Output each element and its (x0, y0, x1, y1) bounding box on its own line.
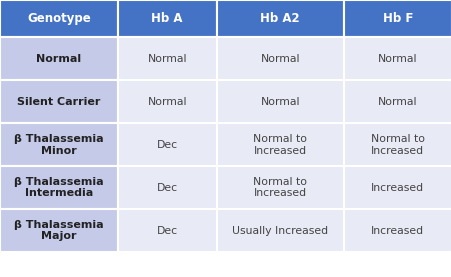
Text: Dec: Dec (156, 183, 177, 193)
FancyBboxPatch shape (0, 123, 117, 166)
FancyBboxPatch shape (117, 209, 216, 252)
Text: Increased: Increased (370, 183, 423, 193)
Text: Dec: Dec (156, 225, 177, 236)
FancyBboxPatch shape (0, 37, 117, 80)
Text: Hb A: Hb A (151, 12, 183, 25)
Text: Normal: Normal (147, 54, 187, 64)
FancyBboxPatch shape (117, 166, 216, 209)
FancyBboxPatch shape (0, 80, 117, 123)
Text: Silent Carrier: Silent Carrier (17, 97, 100, 107)
FancyBboxPatch shape (216, 37, 343, 80)
FancyBboxPatch shape (343, 166, 451, 209)
Text: β Thalassemia
Intermedia: β Thalassemia Intermedia (14, 177, 103, 198)
Text: Normal to
Increased: Normal to Increased (370, 134, 424, 155)
FancyBboxPatch shape (0, 166, 117, 209)
Text: β Thalassemia
Major: β Thalassemia Major (14, 220, 103, 241)
FancyBboxPatch shape (216, 123, 343, 166)
FancyBboxPatch shape (216, 166, 343, 209)
FancyBboxPatch shape (117, 123, 216, 166)
Text: Normal: Normal (377, 54, 417, 64)
FancyBboxPatch shape (0, 0, 117, 37)
Text: Normal: Normal (260, 97, 299, 107)
FancyBboxPatch shape (343, 0, 451, 37)
FancyBboxPatch shape (343, 123, 451, 166)
FancyBboxPatch shape (216, 0, 343, 37)
FancyBboxPatch shape (343, 209, 451, 252)
Text: Normal: Normal (36, 54, 81, 64)
Text: Normal to
Increased: Normal to Increased (253, 134, 307, 155)
Text: Hb A2: Hb A2 (260, 12, 299, 25)
Text: Normal to
Increased: Normal to Increased (253, 177, 307, 198)
FancyBboxPatch shape (216, 80, 343, 123)
Text: Dec: Dec (156, 140, 177, 150)
FancyBboxPatch shape (0, 209, 117, 252)
Text: Genotype: Genotype (27, 12, 91, 25)
FancyBboxPatch shape (117, 37, 216, 80)
Text: Hb F: Hb F (382, 12, 412, 25)
Text: Normal: Normal (260, 54, 299, 64)
FancyBboxPatch shape (343, 80, 451, 123)
Text: β Thalassemia
Minor: β Thalassemia Minor (14, 134, 103, 155)
FancyBboxPatch shape (216, 209, 343, 252)
Text: Normal: Normal (377, 97, 417, 107)
Text: Increased: Increased (370, 225, 423, 236)
FancyBboxPatch shape (343, 37, 451, 80)
Text: Normal: Normal (147, 97, 187, 107)
Text: Usually Increased: Usually Increased (232, 225, 327, 236)
FancyBboxPatch shape (117, 0, 216, 37)
FancyBboxPatch shape (117, 80, 216, 123)
